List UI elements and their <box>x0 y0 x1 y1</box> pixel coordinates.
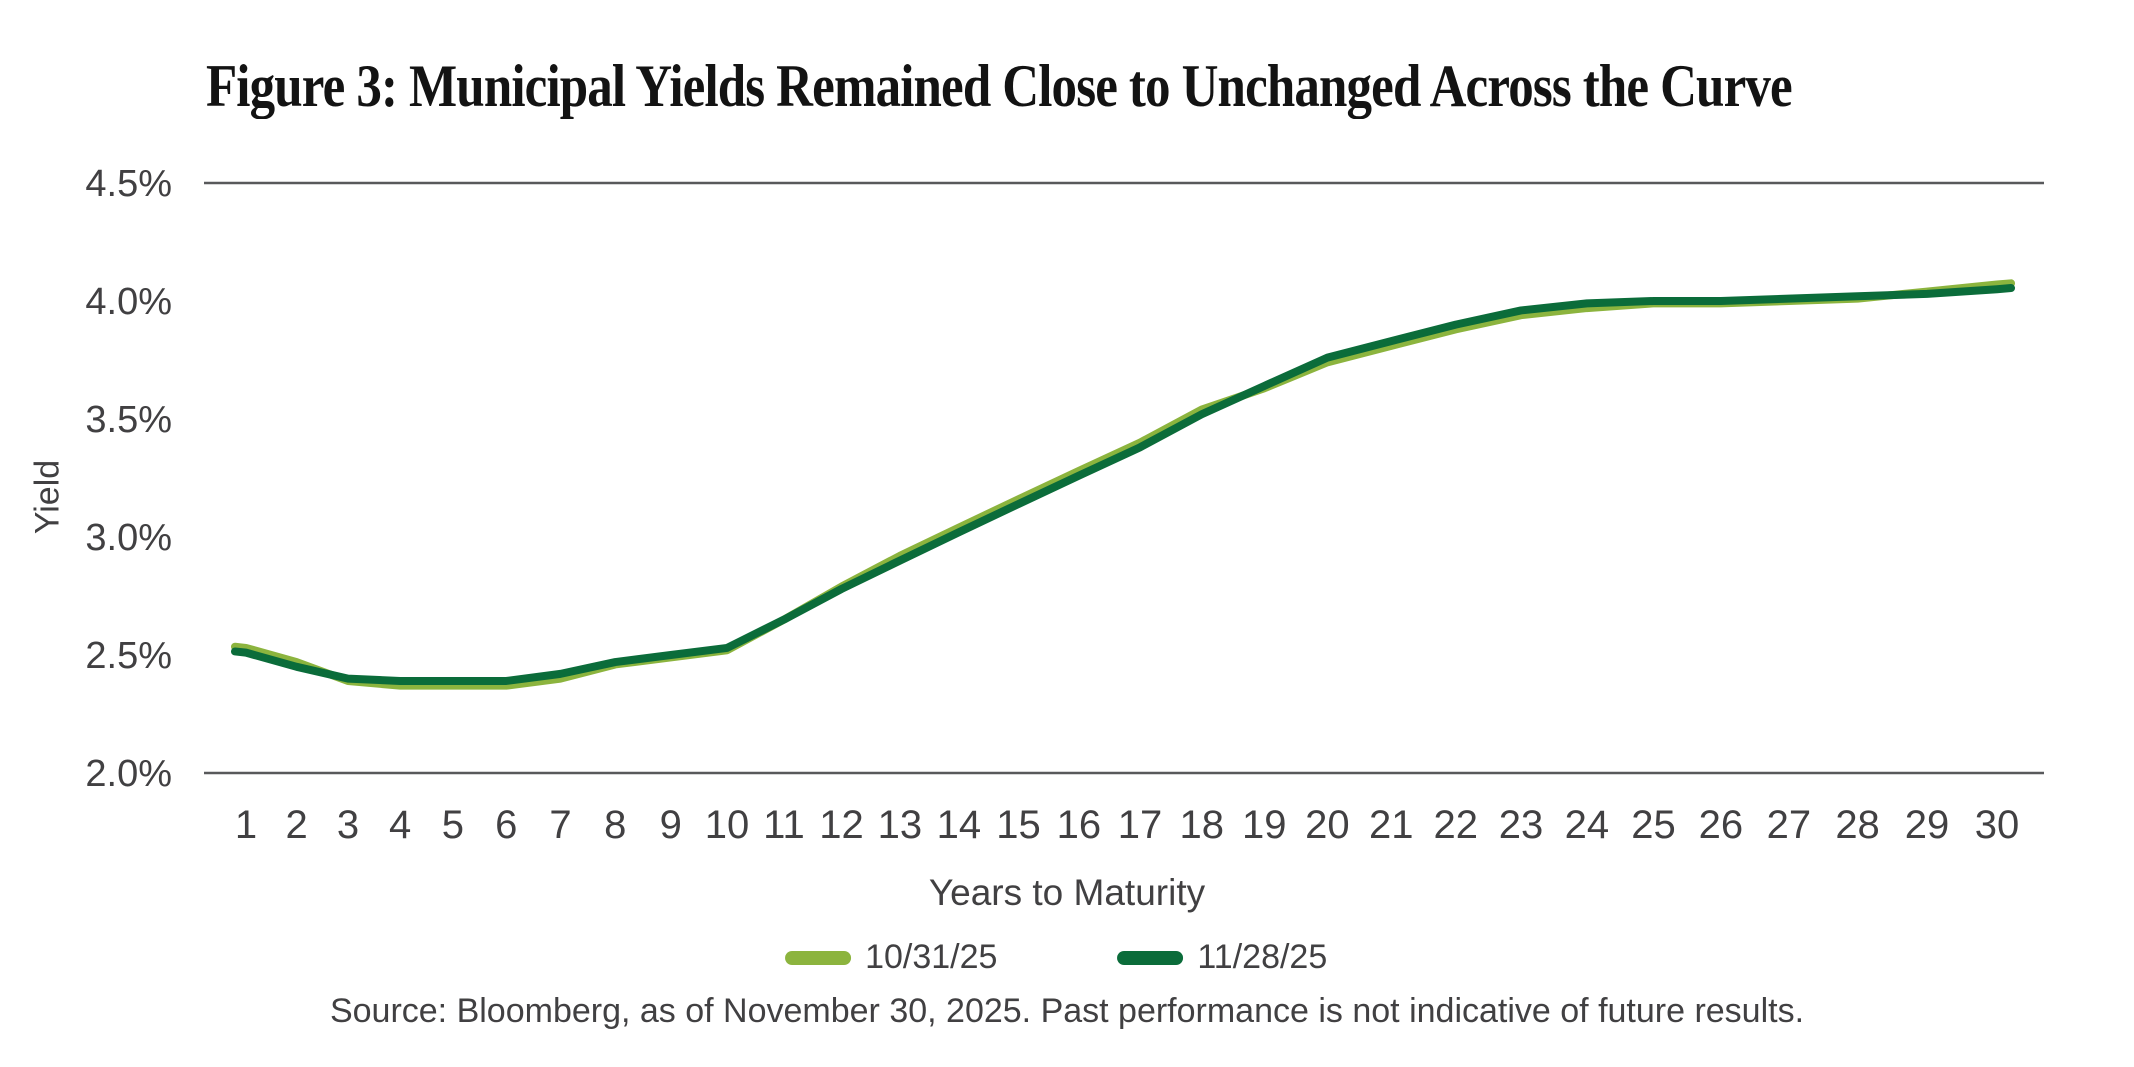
legend: 10/31/25 11/28/25 <box>785 938 1327 977</box>
x-tick-label: 9 <box>660 803 682 847</box>
x-tick-label: 27 <box>1767 803 1812 847</box>
x-tick-label: 23 <box>1499 803 1544 847</box>
x-tick-label: 1 <box>235 803 257 847</box>
legend-swatch-10-31-25 <box>785 950 852 965</box>
series-line-11-28-25 <box>230 284 2016 685</box>
x-tick-label: 20 <box>1305 803 1350 847</box>
x-tick-label: 5 <box>442 803 464 847</box>
x-tick-label: 6 <box>495 803 517 847</box>
x-tick-label: 29 <box>1905 803 1950 847</box>
x-tick-label: 14 <box>937 803 982 847</box>
y-tick-label: 2.0% <box>85 753 172 795</box>
x-tick-label: 11 <box>763 803 805 847</box>
x-tick-label: 7 <box>549 803 571 847</box>
x-tick-label: 30 <box>1975 803 2020 847</box>
y-tick-label: 3.0% <box>85 517 172 559</box>
x-tick-label: 13 <box>878 803 923 847</box>
x-tick-label: 24 <box>1565 803 1610 847</box>
x-tick-label: 22 <box>1434 803 1479 847</box>
y-axis-title: Yield <box>28 459 67 535</box>
x-tick-label: 15 <box>996 803 1041 847</box>
x-tick-label: 17 <box>1118 803 1163 847</box>
x-tick-label: 19 <box>1242 803 1287 847</box>
x-tick-label: 12 <box>819 803 864 847</box>
x-tick-label: 3 <box>337 803 359 847</box>
x-tick-label: 16 <box>1057 803 1102 847</box>
legend-swatch-11-28-25 <box>1117 950 1184 965</box>
x-tick-label: 25 <box>1631 803 1676 847</box>
x-tick-label: 4 <box>389 803 411 847</box>
x-tick-label: 10 <box>705 803 750 847</box>
legend-label-10-31-25: 10/31/25 <box>865 938 998 976</box>
source-note: Source: Bloomberg, as of November 30, 20… <box>329 992 1805 1030</box>
x-tick-label: 2 <box>286 803 308 847</box>
y-tick-label: 4.0% <box>85 281 172 323</box>
series-line-10-31-25 <box>230 279 2016 690</box>
y-tick-label: 2.5% <box>85 635 172 677</box>
legend-entry-11-28-25: 11/28/25 <box>1117 938 1327 977</box>
x-tick-label: 8 <box>604 803 626 847</box>
x-axis-title: Years to Maturity <box>928 872 1206 913</box>
legend-entry-10-31-25: 10/31/25 <box>785 938 997 977</box>
x-tick-label: 21 <box>1369 803 1414 847</box>
x-tick-label: 26 <box>1699 803 1744 847</box>
x-tick-label: 28 <box>1835 803 1880 847</box>
x-tick-label: 18 <box>1180 803 1225 847</box>
y-tick-label: 3.5% <box>85 399 172 441</box>
chart-title: Figure 3: Municipal Yields Remained Clos… <box>206 53 1793 119</box>
legend-label-11-28-25: 11/28/25 <box>1197 938 1328 976</box>
y-tick-label: 4.5% <box>85 163 172 205</box>
